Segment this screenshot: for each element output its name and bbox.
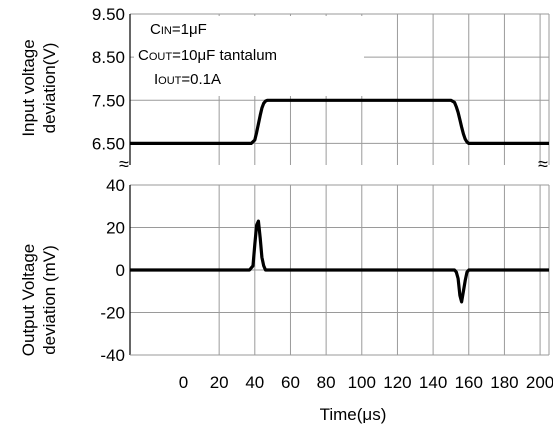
break-symbol-left: ≈: [119, 154, 129, 174]
annotation-cin: CIN=1μF: [150, 21, 207, 38]
xtick-label: 140: [419, 373, 447, 392]
xtick-label: 160: [455, 373, 483, 392]
xtick-label: 40: [245, 373, 264, 392]
ytick-label-bottom: 20: [106, 219, 125, 238]
ytick-label-top: 8.50: [92, 48, 125, 67]
tick-labels: 6.50 7.50 8.50 9.50 -40 -20 0 20 40 0 20 40 60 80 100 1…: [19, 5, 553, 424]
xtick-label: 120: [383, 373, 411, 392]
y-axis-label-bottom-line: deviation (mV): [40, 245, 59, 355]
break-symbol-right: ≈: [538, 154, 548, 174]
xtick-label: 200: [526, 373, 553, 392]
output-voltage-line: [130, 219, 549, 304]
annotation-background: [134, 16, 364, 96]
xtick-label: 100: [348, 373, 376, 392]
y-axis-label-top-line: deviation(V): [40, 43, 59, 134]
xtick-label: 180: [490, 373, 518, 392]
ytick-label-bottom: 0: [116, 261, 125, 280]
series-lines: [130, 98, 549, 304]
ytick-label-bottom: -20: [100, 304, 125, 323]
annotation-cout: COUT=10μF tantalum: [138, 47, 277, 64]
y-axis-label-bottom-line: Output Voltage: [19, 244, 38, 356]
annotation-iout: IOUT=0.1A: [154, 71, 221, 88]
ytick-label-bottom: 40: [106, 176, 125, 195]
y-axis-label-top-line: Input voltage: [19, 39, 38, 136]
ytick-label-top: 9.50: [92, 5, 125, 24]
ytick-label-top: 7.50: [92, 91, 125, 110]
ytick-label-top: 6.50: [92, 134, 125, 153]
xtick-label: 20: [210, 373, 229, 392]
input-voltage-line: [130, 98, 549, 145]
y-axis-label-bottom: Output Voltage deviation (mV): [19, 244, 59, 356]
xtick-label: 0: [179, 373, 188, 392]
ytick-label-bottom: -40: [100, 346, 125, 365]
xtick-label: 80: [317, 373, 336, 392]
xtick-label: 60: [281, 373, 300, 392]
x-axis-label: Time(μs): [320, 405, 387, 424]
y-axis-label-top: Input voltage deviation(V): [19, 39, 59, 136]
